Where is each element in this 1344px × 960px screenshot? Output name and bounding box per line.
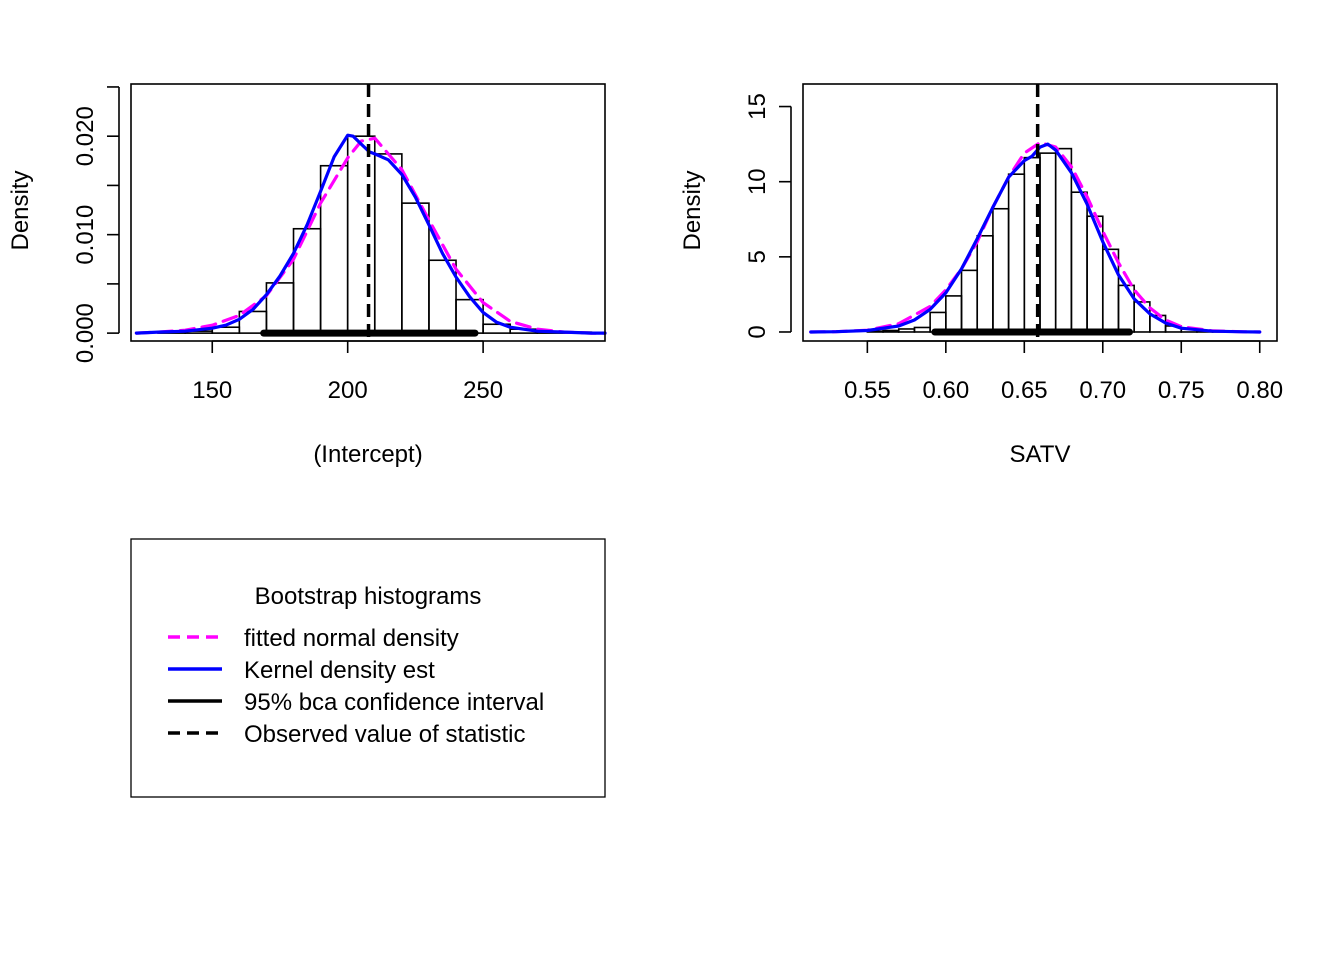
x-tick-label: 0.65 xyxy=(1001,377,1048,404)
x-tick-label: 150 xyxy=(192,377,232,404)
x-tick-label: 0.60 xyxy=(922,377,969,404)
legend-box xyxy=(130,538,606,798)
x-tick-label: 0.55 xyxy=(844,377,891,404)
y-tick-label: 15 xyxy=(744,93,771,120)
y-tick-label: 0.000 xyxy=(72,303,99,363)
y-tick-label: 0.010 xyxy=(72,205,99,265)
legend-label-kernel: Kernel density est xyxy=(244,657,435,684)
x-axis-label: (Intercept) xyxy=(313,441,422,468)
x-tick-label: 0.80 xyxy=(1236,377,1283,404)
legend: Bootstrap histograms fitted normal densi… xyxy=(130,538,606,798)
x-tick-label: 250 xyxy=(463,377,503,404)
x-tick-label: 0.75 xyxy=(1158,377,1205,404)
y-tick-label: 10 xyxy=(744,168,771,195)
legend-title: Bootstrap histograms xyxy=(255,583,482,610)
x-axis-label: SATV xyxy=(1010,441,1071,468)
y-tick-label: 0.020 xyxy=(72,106,99,166)
legend-label-ci: 95% bca confidence interval xyxy=(244,689,544,716)
y-tick-label: 0 xyxy=(744,325,771,338)
kernel-density-line xyxy=(134,133,607,335)
satv-histogram-panel: 0.55 0.60 0.65 0.70 0.75 0.80 SATV 0 5 10 15 Densit… xyxy=(679,83,1283,468)
kernel-density-line xyxy=(809,142,1262,334)
legend-label-normal: fitted normal density xyxy=(244,625,459,652)
legend-label-observed: Observed value of statistic xyxy=(244,721,525,748)
x-tick-label: 200 xyxy=(328,377,368,404)
fitted-normal-density-line xyxy=(134,136,607,335)
intercept-histogram-panel: 150 200 250 (Intercept) 0.000 0.010 0.020 Densi… xyxy=(7,83,607,468)
y-axis-label: Density xyxy=(7,170,34,250)
y-axis-label: Density xyxy=(679,170,706,250)
y-tick-label: 5 xyxy=(744,250,771,263)
histogram-bar xyxy=(882,329,900,333)
x-tick-label: 0.70 xyxy=(1079,377,1126,404)
